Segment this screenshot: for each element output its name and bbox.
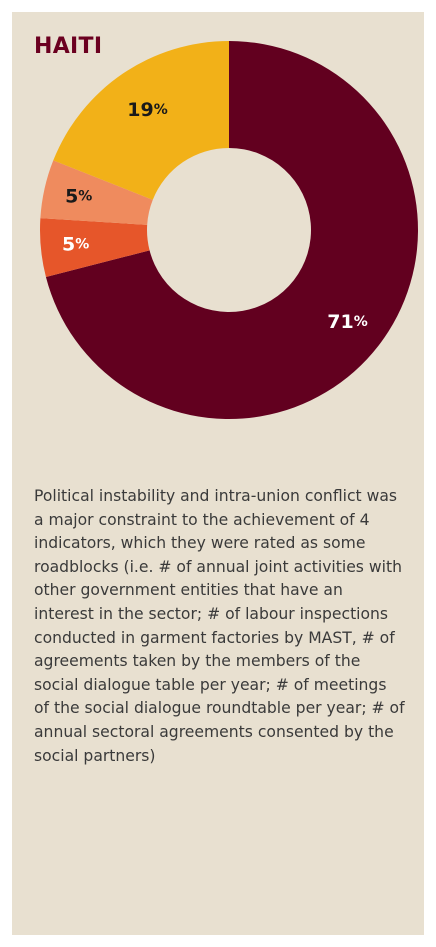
slice-label: 5%: [62, 233, 89, 255]
donut-slice: [39, 218, 150, 278]
donut-chart: 71% 5% 5% 19%: [39, 41, 418, 420]
slice-label: 5%: [65, 185, 92, 207]
donut-slice: [40, 160, 153, 225]
donut-slices: [39, 41, 418, 420]
slice-label: 71%: [327, 311, 367, 333]
donut-slice: [45, 41, 418, 420]
donut-labels: 71% 5% 5% 19%: [62, 99, 368, 333]
chart-card: HAITI 71% 5% 5% 19% Political instability a…: [12, 12, 424, 935]
chart-description: Political instability and intra-union co…: [34, 487, 405, 765]
chart-title: HAITI: [34, 34, 103, 59]
donut-slice: [53, 41, 229, 200]
slice-label: 19%: [127, 99, 167, 121]
